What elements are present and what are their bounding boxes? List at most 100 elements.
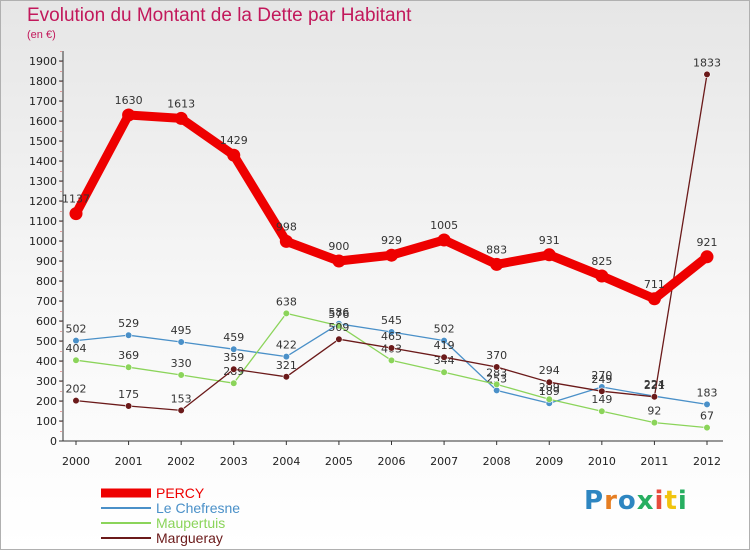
x-tick-label: 2012 [693, 455, 721, 468]
series-maupertuis: 4043693302896385764033442832091499267 [66, 295, 714, 432]
x-tick-label: 2011 [640, 455, 668, 468]
data-label: 931 [539, 234, 560, 247]
data-label: 1137 [62, 193, 90, 206]
logo-letter: x [636, 486, 655, 516]
data-point [490, 257, 504, 271]
data-label: 495 [171, 324, 192, 337]
data-label: 422 [276, 339, 297, 352]
data-point [282, 309, 290, 318]
data-label: 545 [381, 314, 402, 327]
chart-title: Evolution du Montant de la Dette par Hab… [27, 5, 412, 26]
data-point [177, 371, 185, 379]
y-tick-label: 1400 [29, 155, 57, 168]
data-point [598, 407, 606, 415]
data-point [703, 400, 711, 409]
data-point [279, 234, 293, 248]
data-point [703, 424, 711, 432]
data-label: 419 [434, 339, 455, 352]
data-point [493, 386, 501, 395]
data-label: 711 [644, 278, 665, 291]
axes: 0 100 200 300 400 500 600 700 800 900 1000 1100 1200… [29, 51, 723, 468]
data-label: 586 [328, 306, 349, 319]
y-tick-label: 900 [36, 255, 57, 268]
data-label: 883 [486, 243, 507, 256]
data-point [493, 380, 501, 389]
x-tick-label: 2002 [167, 455, 195, 468]
x-tick-label: 2006 [378, 455, 406, 468]
y-tick-label: 0 [50, 435, 57, 448]
x-tick-label: 2009 [535, 455, 563, 468]
data-label: 1630 [115, 94, 143, 107]
data-label: 825 [591, 255, 612, 268]
data-label: 270 [591, 369, 612, 382]
data-label: 1613 [167, 97, 195, 110]
legend-label: PERCY [156, 485, 205, 501]
data-point [72, 337, 80, 345]
data-label: 929 [381, 234, 402, 247]
data-label: 221 [644, 379, 665, 392]
data-label: 921 [697, 236, 718, 249]
series-le-chefresne: 502 529 495 459 422 586 545 502 253 189 270 224 183 [66, 306, 718, 409]
data-point [335, 322, 343, 330]
data-point [437, 233, 451, 247]
data-label: 638 [276, 295, 297, 308]
data-label: 509 [328, 321, 349, 334]
data-point [545, 395, 553, 403]
data-label: 149 [591, 393, 612, 406]
data-label: 189 [539, 385, 560, 398]
y-tick-label: 600 [36, 315, 57, 328]
logo-letter: i [677, 486, 688, 516]
data-label: 900 [328, 240, 349, 253]
data-point [174, 111, 188, 125]
data-point [124, 363, 133, 371]
data-point [647, 292, 661, 306]
data-point [387, 328, 396, 336]
data-point [124, 402, 133, 410]
data-label: 404 [66, 342, 87, 355]
data-point [332, 254, 346, 268]
data-label: 465 [381, 330, 402, 343]
data-point [72, 397, 80, 405]
data-label: 202 [66, 383, 87, 396]
data-label: 253 [486, 372, 507, 385]
x-tick-label: 2001 [115, 455, 143, 468]
data-point [227, 148, 241, 162]
data-label: 330 [171, 357, 192, 370]
data-label: 294 [539, 364, 560, 377]
data-point [282, 353, 290, 361]
y-tick-label: 1100 [29, 215, 57, 228]
data-label: 359 [223, 351, 244, 364]
y-tick-label: 200 [36, 395, 57, 408]
y-tick-label: 1200 [29, 195, 57, 208]
data-point [230, 379, 238, 387]
data-point [440, 353, 448, 361]
data-point [385, 248, 398, 262]
data-point [387, 344, 396, 352]
data-point [440, 337, 448, 345]
data-label: 321 [276, 359, 297, 372]
data-point [387, 356, 396, 365]
data-label: 576 [328, 308, 349, 321]
y-tick-label: 1800 [29, 75, 57, 88]
y-tick-label: 1700 [29, 95, 57, 108]
proxiti-logo: Proxiti [584, 486, 688, 516]
y-tick-label: 400 [36, 355, 57, 368]
data-label: 1005 [430, 219, 458, 232]
data-label: 998 [276, 220, 297, 233]
y-tick-label: 100 [36, 415, 57, 428]
x-tick-label: 2004 [272, 455, 300, 468]
data-label: 183 [697, 386, 718, 399]
data-point [493, 363, 501, 371]
y-tick-label: 1600 [29, 115, 57, 128]
y-tick-label: 1500 [29, 135, 57, 148]
data-label: 369 [118, 349, 139, 362]
data-point [282, 373, 290, 381]
data-label: 175 [118, 388, 139, 401]
logo-letter: o [617, 486, 637, 516]
data-point [124, 331, 133, 339]
series-line [71, 110, 712, 304]
data-point [177, 406, 185, 415]
